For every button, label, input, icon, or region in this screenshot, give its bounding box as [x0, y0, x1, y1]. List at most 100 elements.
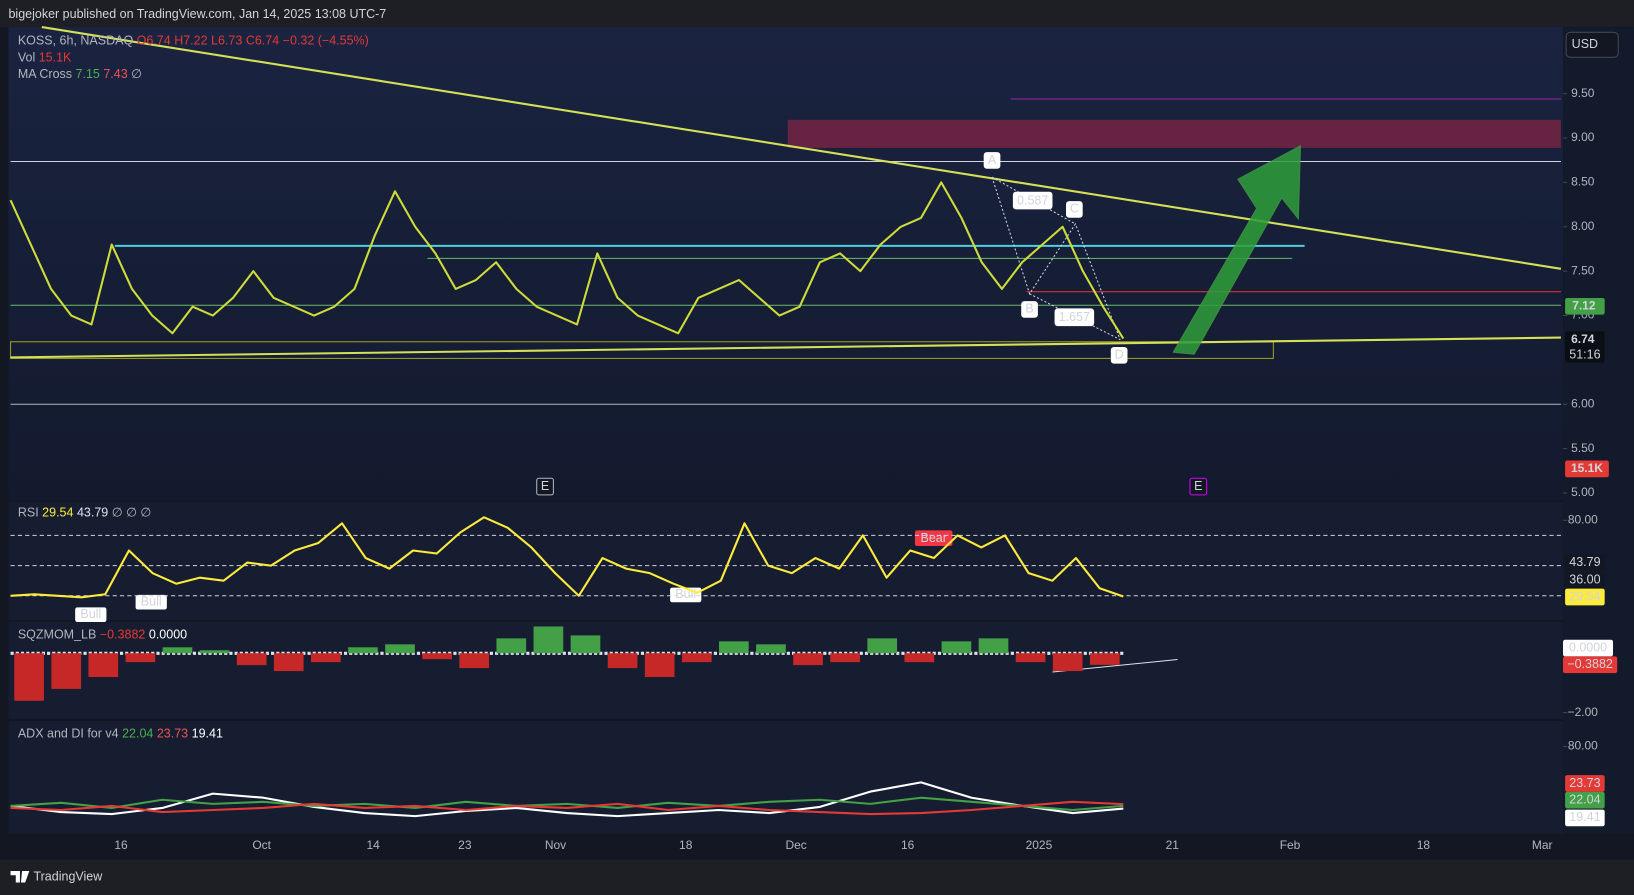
event-label: E	[1194, 479, 1202, 493]
rsi-value: 29.54	[42, 506, 73, 520]
price-tag	[1565, 572, 1605, 589]
x-tick-label: Nov	[545, 838, 566, 852]
sqz-legend: SQZMOM_LB −0.3882 0.0000	[18, 628, 187, 642]
histogram-bar	[941, 641, 972, 654]
signal-box	[75, 607, 107, 623]
x-tick-label: 14	[366, 838, 380, 852]
vol-label: Vol	[18, 51, 35, 65]
price-tag	[1565, 791, 1605, 809]
vol-value: 15.1K	[39, 51, 72, 65]
price-tag-text: 23.73	[1569, 776, 1600, 790]
adx-legend: ADX and DI for v4 22.04 23.73 19.41	[18, 727, 223, 741]
histogram-bar	[199, 650, 230, 654]
price-tag-text: 36.00	[1569, 573, 1600, 587]
brand: TradingView	[33, 870, 103, 884]
histogram-bar	[904, 653, 935, 663]
y-tick-label: 8.00	[1571, 219, 1595, 233]
ma-label: MA Cross	[18, 67, 72, 81]
label-box	[1110, 346, 1128, 364]
signal-box	[914, 530, 953, 546]
time-axis	[0, 833, 1634, 860]
price-tag-text: 15.1K	[1571, 461, 1603, 475]
sqz-name: SQZMOM_LB	[18, 628, 97, 642]
price-tag	[1565, 331, 1605, 363]
histogram-bar	[1015, 653, 1046, 663]
adx-name: ADX and DI for v4	[18, 727, 119, 741]
ma-fast: 7.15	[76, 67, 100, 81]
rsi-pane	[8, 502, 1564, 620]
x-tick-label: 23	[458, 838, 472, 852]
x-tick-label: 18	[679, 838, 693, 852]
histogram-bar	[348, 647, 378, 654]
histogram-bar	[88, 653, 119, 678]
event-box	[1189, 477, 1208, 496]
histogram-bar	[1052, 653, 1083, 672]
price-tag	[1563, 639, 1614, 657]
x-tick-label: 18	[1417, 838, 1431, 852]
ohlc: C6.74	[246, 34, 279, 48]
label-box	[983, 152, 1001, 169]
histogram-bar	[793, 653, 823, 666]
price-tag	[1565, 554, 1605, 571]
price-tag	[1565, 297, 1605, 315]
series-line	[10, 516, 1124, 599]
histogram-bar	[51, 653, 82, 689]
target-arrow	[1172, 144, 1301, 355]
price-tag-text: 0.0000	[1569, 640, 1607, 654]
vol-legend: Vol 15.1K	[18, 51, 72, 65]
sqz-value: −0.3882	[100, 628, 146, 642]
top-bar	[0, 0, 1634, 28]
histogram-bar	[644, 653, 675, 678]
label-box	[1021, 301, 1038, 318]
main-pane	[8, 27, 1564, 501]
point-label: B	[1025, 302, 1033, 316]
histogram-bar	[719, 641, 749, 654]
price-tag-text: 22.04	[1569, 792, 1600, 806]
price-tag-text: −0.3882	[1567, 657, 1613, 671]
y-tick-label: 9.50	[1571, 86, 1595, 100]
trendline	[41, 26, 1562, 270]
price-tag-text: 6.74	[1571, 332, 1595, 346]
signal-label: Bear	[920, 531, 946, 545]
symbol: KOSS, 6h, NASDAQ	[18, 34, 134, 48]
y-tick-label: 80.00	[1568, 739, 1598, 753]
histogram-bar	[830, 653, 860, 663]
signal-box	[135, 594, 167, 610]
abcd-pattern	[991, 176, 1121, 340]
histogram-bar	[756, 644, 786, 654]
series-line	[9, 181, 1125, 340]
histogram-bar	[533, 626, 564, 654]
trendline	[10, 336, 1561, 359]
histogram-bar	[496, 638, 527, 654]
byline: bigejoker published on TradingView.com, …	[8, 7, 386, 21]
resistance-zone	[787, 119, 1561, 148]
histogram-bar	[1089, 653, 1120, 665]
price-tag	[1563, 656, 1618, 674]
signal-label: Bull	[80, 607, 101, 621]
price-tag	[1565, 460, 1609, 478]
x-tick-label: 2025	[1026, 838, 1053, 852]
support-box	[10, 341, 1274, 359]
y-tick-label: 7.50	[1571, 263, 1595, 277]
series-line	[10, 800, 1124, 816]
x-tick-label: Oct	[252, 838, 271, 852]
point-label: D	[1115, 348, 1124, 362]
histogram-bar	[273, 653, 304, 672]
y-tick-label: 8.50	[1571, 175, 1595, 189]
ohlc: O6.74	[137, 34, 171, 48]
rsi-name: RSI	[18, 506, 39, 520]
time-axis-labels: 16 Oct 14 23 Nov 18 Dec 16 2025 21 Feb 18 Mar	[114, 838, 1552, 852]
point-label: A	[988, 153, 997, 167]
main-legend: KOSS, 6h, NASDAQ O6.74 H7.22 L6.73 C6.74…	[18, 34, 369, 48]
ratio-label: 0.587	[1017, 193, 1048, 207]
x-tick-label: 16	[114, 838, 128, 852]
price-tag	[1565, 809, 1605, 827]
rsi-ma: 43.79	[77, 506, 108, 520]
histogram-bar	[125, 653, 156, 663]
label-box	[1066, 201, 1083, 218]
currency-button[interactable]	[1565, 31, 1619, 58]
chart-layer: 9.509.008.508.007.507.006.005.505.0080.0…	[9, 86, 1598, 818]
currency[interactable]: USD	[1572, 37, 1598, 51]
ma-legend: MA Cross 7.15 7.43 ∅	[18, 67, 142, 81]
countdown: 51:16	[1569, 348, 1600, 362]
